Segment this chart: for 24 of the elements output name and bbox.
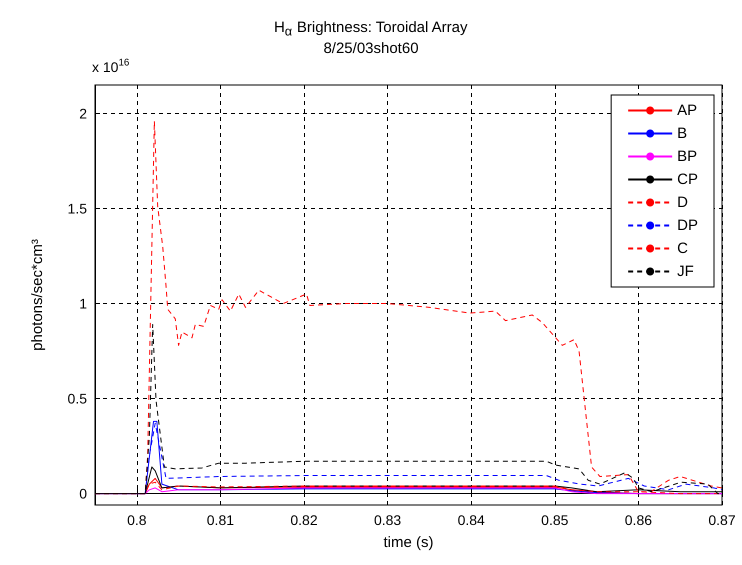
x-tick-label: 0.81 xyxy=(206,512,234,528)
legend-label: BP xyxy=(677,148,698,165)
y-tick-label: 0 xyxy=(79,486,88,502)
x-tick-label: 0.84 xyxy=(458,512,486,528)
y-tick-label: 1.5 xyxy=(68,200,88,217)
legend-label: AP xyxy=(677,102,698,119)
y-axis-title: photons/sec*cm³ xyxy=(29,239,46,351)
x-tick-label: 0.83 xyxy=(374,512,402,528)
legend-label: JF xyxy=(677,263,694,280)
x-tick-label: 0.86 xyxy=(624,512,652,528)
y-tick-label: 2 xyxy=(79,106,88,122)
legend-label: C xyxy=(677,240,688,257)
chart-subtitle: 8/25/03shot60 xyxy=(323,40,419,57)
y-tick-label: 1 xyxy=(79,296,88,312)
legend-label: B xyxy=(677,125,688,142)
x-tick-label: 0.8 xyxy=(127,512,147,528)
x-tick-label: 0.87 xyxy=(708,512,736,528)
legend-label: CP xyxy=(677,171,698,188)
legend-label: D xyxy=(677,194,688,211)
x-tick-label: 0.82 xyxy=(290,512,318,528)
x-axis-title: time (s) xyxy=(384,534,434,551)
legend-label: DP xyxy=(677,217,698,234)
y-tick-label: 0.5 xyxy=(68,390,88,407)
x-tick-label: 0.85 xyxy=(541,512,569,528)
